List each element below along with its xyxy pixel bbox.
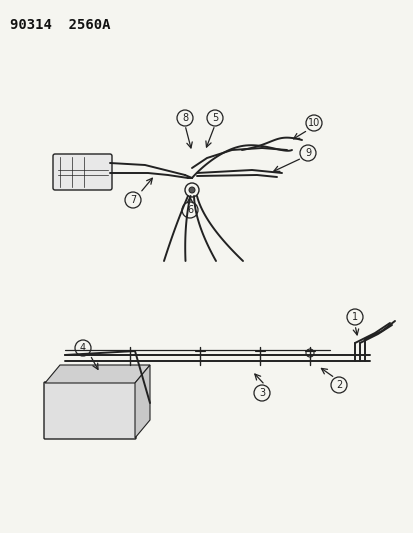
Circle shape [189, 187, 195, 193]
FancyBboxPatch shape [53, 154, 112, 190]
Text: 9: 9 [304, 148, 310, 158]
Polygon shape [45, 365, 150, 383]
FancyBboxPatch shape [44, 382, 136, 439]
Polygon shape [135, 365, 150, 438]
Text: 1: 1 [351, 312, 357, 322]
Text: 7: 7 [130, 195, 136, 205]
Text: 6: 6 [187, 205, 192, 215]
Text: 2: 2 [335, 380, 341, 390]
Text: 90314  2560A: 90314 2560A [10, 18, 110, 32]
Text: 8: 8 [181, 113, 188, 123]
Text: 10: 10 [307, 118, 319, 128]
Text: 3: 3 [258, 388, 264, 398]
Text: 5: 5 [211, 113, 218, 123]
Text: 4: 4 [80, 343, 86, 353]
